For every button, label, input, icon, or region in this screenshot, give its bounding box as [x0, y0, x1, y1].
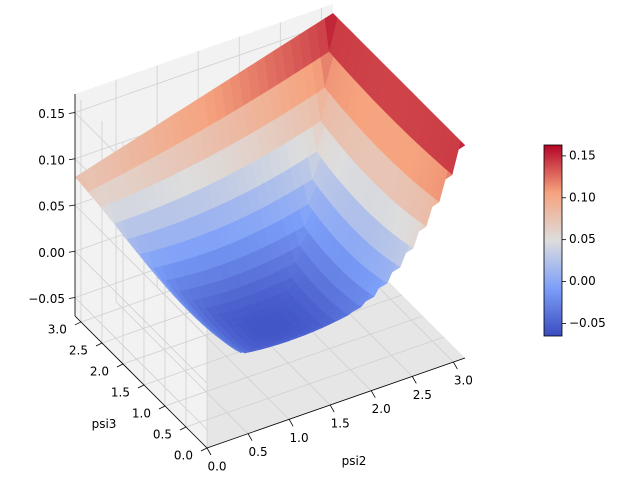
y-tick-label: 0.5: [153, 428, 172, 442]
y-tick-mark: [179, 426, 187, 431]
left-grid-z: [74, 204, 208, 338]
y-tick-mark: [116, 363, 124, 368]
z-tick-label: 0.10: [38, 153, 65, 167]
y-tick-label: 2.0: [90, 365, 109, 379]
y-tick-label: 0.0: [174, 449, 193, 463]
x-axis-line: [206, 357, 466, 449]
z-tick-label: −0.05: [28, 292, 65, 306]
colorbar-tick-label: −0.05: [569, 316, 606, 330]
z-tick-mark: [68, 112, 76, 114]
z-tick-mark: [68, 297, 76, 299]
z-tick-label: 0.15: [38, 107, 65, 121]
floor-grid-y: [164, 315, 424, 407]
x-tick-mark: [288, 419, 294, 427]
x-tick-label: 3.0: [454, 374, 473, 388]
y-axis-label: psi3: [92, 417, 117, 431]
x-tick-label: 1.5: [331, 417, 350, 431]
y-tick-mark: [137, 384, 145, 389]
floor-grid-x: [115, 301, 249, 434]
y-tick-mark: [158, 405, 166, 410]
x-tick-label: 1.0: [290, 431, 309, 445]
y-tick-mark: [74, 321, 82, 326]
left-grid-z: [74, 297, 208, 430]
colorbar-tick-label: 0.15: [569, 148, 596, 162]
y-tick-label: 1.0: [132, 407, 151, 421]
surface-mesh: [74, 13, 466, 354]
back-grid-z: [74, 22, 334, 113]
z-tick-label: 0.00: [38, 246, 65, 260]
colorbar-tick-label: 0.05: [569, 232, 596, 246]
x-tick-mark: [329, 404, 335, 413]
colorbar-tick-label: 0.00: [569, 274, 596, 288]
x-tick-mark: [206, 447, 212, 456]
y-tick-label: 3.0: [48, 322, 67, 336]
y-tick-label: 2.5: [69, 344, 88, 358]
x-tick-mark: [370, 390, 376, 398]
floor-grid-y: [185, 336, 445, 428]
z-tick-mark: [68, 250, 76, 253]
x-tick-label: 0.0: [207, 460, 226, 474]
z-tick-label: 0.05: [38, 200, 65, 214]
colorbar: −0.05 0.00 0.05 0.10 0.15: [543, 144, 606, 337]
z-tick-mark: [68, 204, 76, 207]
x-tick-mark: [247, 433, 253, 441]
x-tick-label: 2.5: [413, 388, 432, 402]
axis-ticks: 0.00.51.01.52.02.53.00.00.51.01.52.02.53…: [28, 107, 473, 474]
y-axis-line: [74, 315, 208, 449]
x-tick-label: 2.0: [372, 402, 391, 416]
left-grid-z: [74, 250, 208, 384]
colorbar-bar: [543, 144, 563, 337]
colorbar-tick-label: 0.10: [569, 190, 596, 204]
z-tick-mark: [68, 158, 76, 161]
y-tick-label: 1.5: [111, 386, 130, 400]
x-tick-mark: [411, 376, 417, 384]
y-tick-mark: [200, 447, 208, 452]
surface-facet: [74, 171, 89, 192]
x-axis-label: psi2: [342, 454, 367, 468]
x-tick-label: 0.5: [249, 445, 268, 459]
x-tick-mark: [453, 361, 458, 370]
y-tick-mark: [95, 342, 103, 347]
